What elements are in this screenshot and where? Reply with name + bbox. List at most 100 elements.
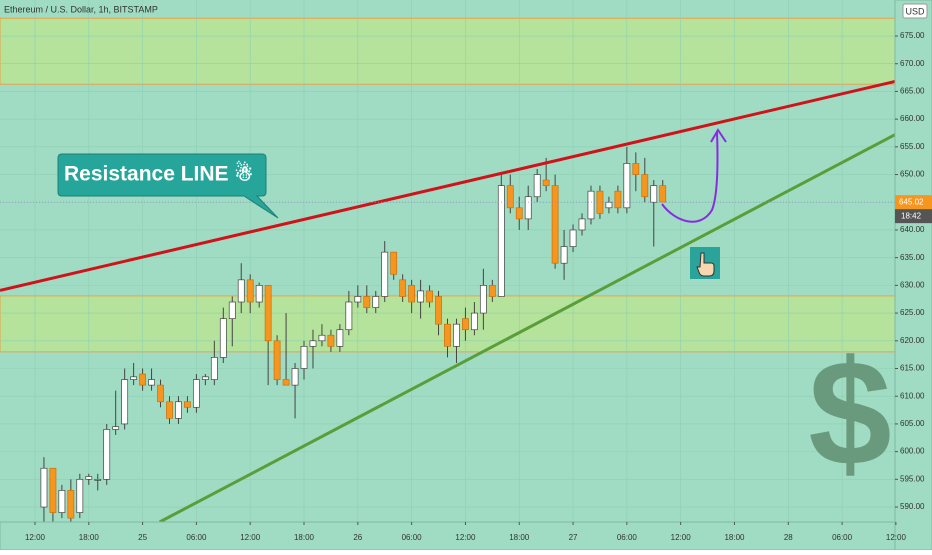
last-price-label: 645.02	[899, 197, 924, 206]
candle-body	[139, 373, 146, 386]
chart-title: Ethereum / U.S. Dollar, 1h, BITSTAMP	[4, 4, 158, 14]
x-tick-label: 12:00	[886, 533, 907, 542]
y-tick-label: 625.00	[900, 308, 925, 317]
candle-body	[148, 379, 155, 386]
candle-body	[264, 285, 272, 342]
candle-body	[659, 185, 667, 203]
time-axis	[0, 521, 896, 551]
candle-body	[471, 312, 478, 331]
candle-body	[201, 376, 209, 380]
candle-body	[255, 285, 263, 303]
candle-body	[327, 334, 335, 347]
hand	[696, 252, 715, 277]
y-tick-label: 635.00	[900, 253, 925, 262]
candle-body	[184, 401, 191, 408]
trendline	[158, 133, 896, 524]
candle-body	[67, 490, 75, 519]
candle-body	[103, 429, 111, 480]
candle-body	[58, 490, 66, 513]
x-tick-label: 25	[138, 533, 147, 542]
countdown: 18:42	[901, 211, 922, 220]
candle-body	[390, 251, 398, 275]
candle-body	[533, 174, 541, 198]
candle-body	[542, 179, 550, 186]
candle-body	[444, 323, 451, 347]
candle-body	[219, 318, 227, 358]
x-tick-label: 12:00	[671, 533, 692, 542]
candle-body	[381, 251, 389, 297]
candle-body	[228, 301, 236, 319]
candle-body	[157, 384, 164, 403]
candle-body	[76, 478, 84, 513]
candle-body	[462, 318, 469, 331]
candle-body	[479, 285, 487, 314]
x-tick-label: 12:00	[25, 533, 46, 542]
projection-arrow	[661, 131, 719, 223]
x-tick-label: 18:00	[294, 533, 315, 542]
candle-body	[121, 379, 129, 425]
candle-body	[614, 190, 622, 209]
candle-body	[336, 329, 344, 347]
y-tick-label: 620.00	[900, 336, 925, 345]
candle-body	[246, 279, 254, 303]
candle-body	[551, 185, 559, 264]
x-tick-label: 18:00	[79, 533, 100, 542]
candle-body	[399, 279, 407, 297]
x-tick-label: 06:00	[402, 533, 423, 542]
candle-body	[345, 301, 353, 331]
candle-body	[291, 368, 299, 386]
x-tick-label: 06:00	[186, 533, 207, 542]
candle-body	[641, 174, 649, 198]
candle-body	[408, 285, 416, 303]
candle-body	[166, 401, 173, 419]
candle-body	[497, 185, 505, 297]
candle-body	[300, 345, 308, 369]
x-tick-label: 26	[353, 533, 362, 542]
y-tick-label: 610.00	[900, 391, 925, 400]
candle-body	[506, 185, 514, 209]
x-tick-label: 12:00	[455, 533, 476, 542]
y-tick-label: 600.00	[900, 447, 925, 456]
candle-body	[560, 246, 568, 264]
candle-body	[85, 476, 93, 480]
candle-body	[650, 185, 658, 203]
zone	[0, 17, 896, 85]
candle-body	[435, 296, 442, 325]
candle-body	[632, 163, 640, 175]
y-tick-label: 615.00	[900, 364, 925, 373]
price-axis	[894, 0, 932, 551]
annotation-box	[57, 153, 279, 219]
candle-body	[112, 426, 120, 430]
candle-body	[488, 285, 496, 297]
hand-icon	[690, 247, 720, 279]
candle-body	[309, 340, 317, 347]
y-tick-label: 595.00	[900, 474, 925, 483]
countdown-box	[895, 209, 932, 224]
y-tick-label: 665.00	[900, 87, 925, 96]
candle-body	[282, 379, 290, 386]
candle-body	[40, 467, 48, 508]
y-tick-label: 660.00	[900, 114, 925, 123]
y-tick-label: 670.00	[900, 59, 925, 68]
x-tick-label: 18:00	[509, 533, 530, 542]
x-tick-label: 06:00	[617, 533, 638, 542]
y-tick-label: 605.00	[900, 419, 925, 428]
candle-body	[453, 323, 460, 347]
y-tick-label: 630.00	[900, 280, 925, 289]
candle-body	[605, 201, 613, 209]
candle-body	[623, 163, 631, 209]
y-tick-label: 640.00	[900, 225, 925, 234]
candle-body	[273, 340, 281, 380]
candle-body	[372, 296, 380, 308]
x-tick-label: 06:00	[832, 533, 853, 542]
dollar-watermark: $	[808, 329, 891, 497]
x-tick-label: 27	[569, 533, 578, 542]
last-price-box	[895, 195, 932, 210]
x-tick-label: 18:00	[724, 533, 745, 542]
candle-body	[515, 207, 523, 220]
trendline	[0, 79, 896, 292]
y-tick-label: 655.00	[900, 142, 925, 151]
candle-body	[524, 196, 532, 220]
candle-body	[49, 467, 57, 513]
